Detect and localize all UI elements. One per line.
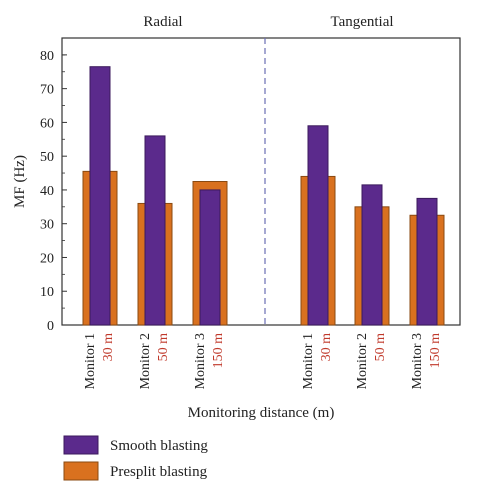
y-tick-label: 20 <box>40 251 54 266</box>
panel-title-tangential: Tangential <box>330 14 393 30</box>
y-tick-label: 40 <box>40 184 54 199</box>
y-tick-label: 70 <box>40 83 54 98</box>
legend-swatch-presplit <box>63 461 99 481</box>
x-tick-label-distance: 150 m <box>428 333 443 369</box>
legend-swatch-smooth <box>63 435 99 455</box>
x-tick-label-monitor: Monitor 2 <box>355 333 370 389</box>
y-tick-label: 0 <box>47 319 54 334</box>
bar-smooth-radial-3 <box>199 189 221 326</box>
x-tick-label-distance: 50 m <box>373 333 388 362</box>
plot-frame <box>61 37 461 326</box>
panel-title-radial: Radial <box>143 14 182 30</box>
x-tick-label-monitor: Monitor 3 <box>410 333 425 389</box>
legend-label-presplit: Presplit blasting <box>110 464 208 480</box>
y-tick-label: 60 <box>40 116 54 131</box>
y-axis-label: MF (Hz) <box>12 155 28 208</box>
y-tick-label: 50 <box>40 150 54 165</box>
bar-smooth-radial-1 <box>89 66 111 326</box>
x-tick-label-monitor: Monitor 1 <box>83 333 98 389</box>
x-tick-label-monitor: Monitor 3 <box>193 333 208 389</box>
bar-smooth-tangential-2 <box>361 184 383 326</box>
bar-smooth-radial-2 <box>144 135 166 326</box>
x-axis-label: Monitoring distance (m) <box>188 405 335 421</box>
x-tick-label-distance: 50 m <box>156 333 171 362</box>
x-tick-label-distance: 150 m <box>211 333 226 369</box>
y-tick-label: 10 <box>40 285 54 300</box>
x-tick-label-distance: 30 m <box>101 333 116 362</box>
y-tick-label: 30 <box>40 218 54 233</box>
x-tick-label-distance: 30 m <box>319 333 334 362</box>
y-tick-label: 80 <box>40 49 54 64</box>
bar-smooth-tangential-1 <box>307 125 329 326</box>
x-tick-label-monitor: Monitor 2 <box>138 333 153 389</box>
x-tick-label-monitor: Monitor 1 <box>301 333 316 389</box>
bar-smooth-tangential-3 <box>416 197 438 326</box>
legend-label-smooth: Smooth blasting <box>110 438 208 454</box>
